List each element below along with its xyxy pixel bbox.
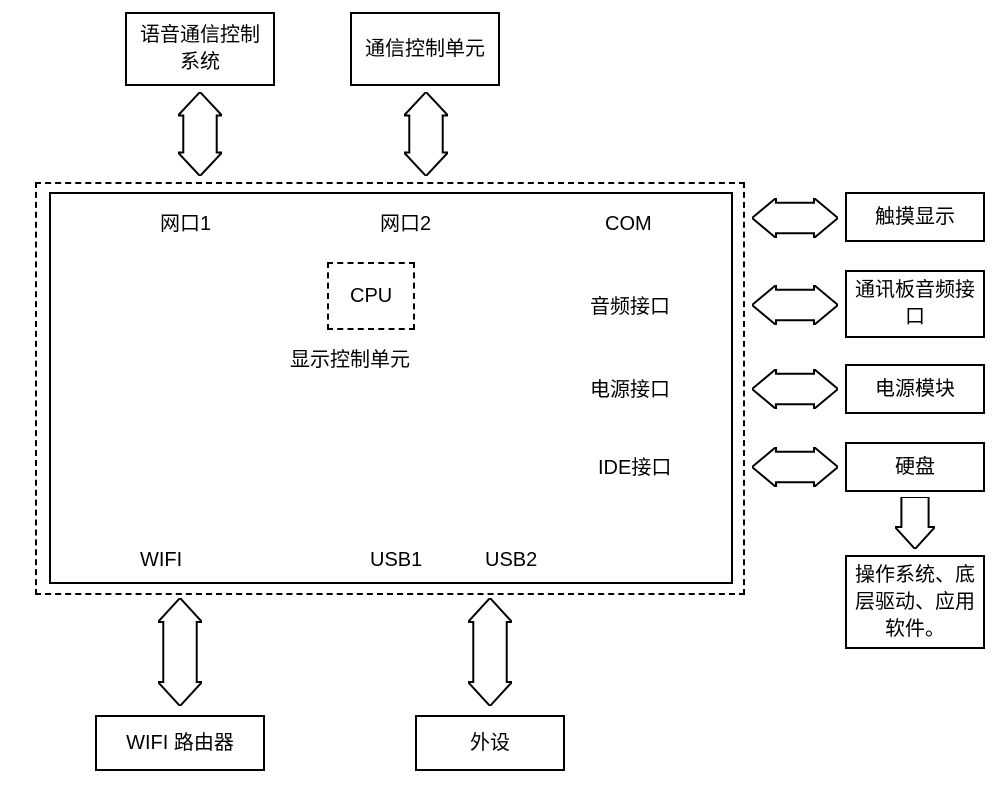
arrow-bottom-left — [158, 598, 202, 706]
port_audio: 音频接口 — [590, 295, 670, 319]
right_3: 电源模块 — [845, 364, 985, 414]
arrow-right-down — [895, 497, 935, 549]
arrow-right-4 — [752, 447, 838, 487]
port_wifi: WIFI — [140, 548, 182, 572]
top_left: 语音通信控制系统 — [125, 12, 275, 86]
arrow-right-3 — [752, 369, 838, 409]
port_com: COM — [605, 212, 652, 236]
port_power: 电源接口 — [590, 378, 670, 402]
port_net1: 网口1 — [160, 212, 211, 236]
arrow-top-right — [404, 92, 448, 176]
bottom_mid: 外设 — [415, 715, 565, 771]
port_usb2: USB2 — [485, 548, 537, 572]
port_usb1: USB1 — [370, 548, 422, 572]
bottom_left: WIFI 路由器 — [95, 715, 265, 771]
port_net2: 网口2 — [380, 212, 431, 236]
port_ide: IDE接口 — [598, 456, 671, 480]
right_5: 操作系统、底层驱动、应用软件。 — [845, 555, 985, 649]
top_right: 通信控制单元 — [350, 12, 500, 86]
diagram-canvas: 语音通信控制系统 通信控制单元触摸显示通讯板音频接口电源模块硬盘操作系统、底层驱动… — [0, 0, 1000, 810]
right_1: 触摸显示 — [845, 192, 985, 242]
unit_name: 显示控制单元 — [290, 348, 410, 372]
arrow-top-left — [178, 92, 222, 176]
arrow-right-1 — [752, 198, 838, 238]
right_4: 硬盘 — [845, 442, 985, 492]
arrow-bottom-mid — [468, 598, 512, 706]
cpu: CPU — [350, 284, 392, 308]
right_2: 通讯板音频接口 — [845, 270, 985, 338]
arrow-right-2 — [752, 285, 838, 325]
